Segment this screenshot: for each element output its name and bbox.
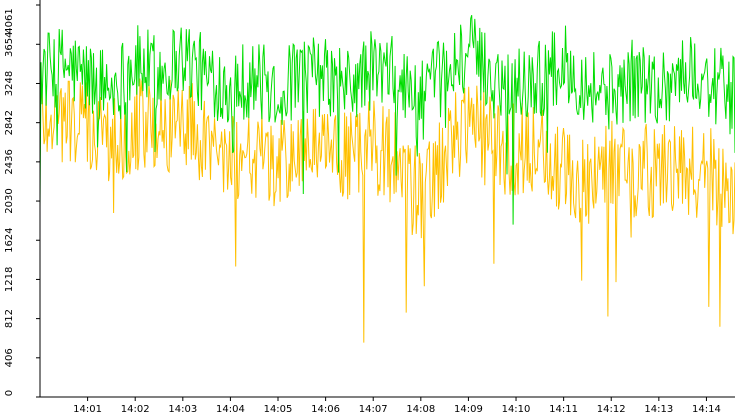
x-tick-label: 14:01 <box>73 404 102 415</box>
series-layer <box>39 15 735 343</box>
y-tick-label: 2436 <box>4 149 15 174</box>
y-tick-label: 1624 <box>4 227 15 252</box>
x-tick-label: 14:02 <box>121 404 150 415</box>
x-tick-label: 14:09 <box>454 404 483 415</box>
x-tick-label: 14:13 <box>644 404 673 415</box>
x-tick-labels: 14:01 14:02 14:03 14:04 14:05 14:06 14:07 14:08… <box>73 397 721 415</box>
x-tick-label: 14:04 <box>216 404 245 415</box>
x-tick-label: 14:03 <box>168 404 197 415</box>
y-tick-label: 2842 <box>4 110 15 135</box>
y-tick-label: 2030 <box>4 188 15 213</box>
y-tick-label: 406 <box>4 348 15 367</box>
axes-layer <box>39 0 735 398</box>
series-line-1 <box>39 15 735 225</box>
series-line-2 <box>39 76 735 343</box>
y-tick-label: 1218 <box>4 267 15 292</box>
y-tick-label: 812 <box>4 309 15 328</box>
x-tick-label: 14:07 <box>359 404 388 415</box>
x-tick-label: 14:10 <box>502 404 531 415</box>
y-tick-label: 3248 <box>4 71 15 96</box>
x-tick-label: 14:14 <box>692 404 721 415</box>
x-tick-label: 14:05 <box>264 404 293 415</box>
y-tick-label: 4061 <box>4 8 15 33</box>
x-tick-label: 14:11 <box>549 404 578 415</box>
x-tick-label: 14:08 <box>406 404 435 415</box>
x-tick-label: 14:06 <box>311 404 340 415</box>
y-tick-label: 3654 <box>4 32 15 57</box>
x-tick-label: 14:12 <box>597 404 626 415</box>
y-tick-label: 0 <box>4 390 15 396</box>
